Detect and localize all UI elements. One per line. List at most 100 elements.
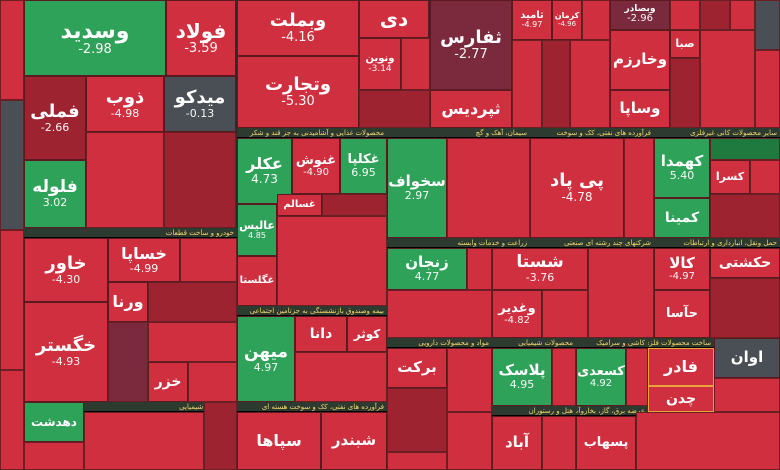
tile-small[interactable] (295, 352, 387, 402)
tile-vbmellat[interactable]: وبملت -4.16 (237, 0, 359, 56)
tile-shbandar[interactable]: شبندر (321, 412, 387, 470)
tile-small[interactable] (700, 30, 755, 128)
tile-small[interactable] (277, 216, 387, 306)
tile-small[interactable] (512, 40, 542, 128)
tile-foolad[interactable]: فولاد -3.59 (166, 0, 236, 76)
tile-small[interactable] (755, 0, 780, 50)
tile-vghadir[interactable]: وغدیر -4.82 (492, 290, 542, 338)
tile-kowsar[interactable]: کوثر (347, 316, 387, 352)
tile-small[interactable] (387, 388, 447, 452)
tile-small[interactable] (624, 138, 654, 238)
tile-spardis[interactable]: ثپردیس (430, 90, 512, 128)
tile-kerman[interactable]: کرمان -4.96 (552, 0, 582, 40)
tile-small[interactable] (180, 238, 237, 282)
tile-vkharazm[interactable]: وخارزم (610, 30, 670, 90)
tile-small[interactable] (84, 412, 204, 470)
tile-small[interactable] (730, 0, 755, 30)
tile-edge[interactable] (0, 0, 24, 100)
tile-small[interactable] (542, 290, 588, 338)
tile-di[interactable]: دی (359, 0, 429, 38)
tile-chadan[interactable]: چدن (648, 386, 714, 412)
tile-small[interactable] (387, 452, 447, 470)
tile-small[interactable] (700, 0, 730, 30)
tile-small[interactable] (447, 348, 492, 412)
tile-small[interactable] (542, 416, 576, 470)
tile-sepaha[interactable]: سپاها (237, 412, 321, 470)
tile-small[interactable] (188, 362, 237, 402)
tile-zanjan[interactable]: زنجان 4.77 (387, 248, 467, 290)
tile-ksadi[interactable]: کسعدی 4.92 (576, 348, 626, 406)
tile-samid[interactable]: ثامید -4.97 (512, 0, 552, 40)
tile-pipad[interactable]: پی پاد -4.78 (530, 138, 624, 238)
tile-small[interactable] (164, 132, 236, 228)
tile-abad[interactable]: آباد (492, 416, 542, 470)
tile-ghakalar[interactable]: عکلر 4.73 (237, 138, 292, 204)
tile-ghgolesta[interactable]: غگلستا (237, 256, 277, 306)
tile-small[interactable] (755, 50, 780, 128)
tile-small[interactable] (467, 248, 492, 290)
tile-mihan[interactable]: میهن 4.97 (237, 316, 295, 402)
tile-small[interactable] (447, 138, 530, 238)
tile-khsapa[interactable]: خساپا -4.99 (108, 238, 180, 282)
tile-ghsalem[interactable]: غسالم (277, 194, 322, 216)
tile-khazar[interactable]: خزر (148, 362, 188, 402)
tile-small[interactable] (552, 348, 576, 406)
tile-barkat[interactable]: برکت (387, 348, 447, 388)
tile-kahamda[interactable]: کهمدا 5.40 (654, 138, 710, 198)
tile-small[interactable] (322, 194, 387, 216)
tile-small[interactable] (750, 160, 780, 194)
tile-small[interactable] (636, 412, 780, 470)
tile-skhavaf[interactable]: سخواف 2.97 (387, 138, 447, 238)
tile-sfars[interactable]: ثفارس -2.77 (430, 0, 512, 90)
tile-hasa[interactable]: حآسا (654, 290, 710, 338)
tile-small[interactable] (447, 412, 492, 470)
tile-dehdasht[interactable]: دهدشت (24, 402, 84, 442)
tile-dana[interactable]: دانا (295, 316, 347, 352)
tile-small[interactable] (670, 58, 700, 128)
tile-vsapa[interactable]: وساپا (610, 90, 670, 128)
tile-vbsader[interactable]: وبصادر -2.96 (610, 0, 670, 30)
tile-vnovin[interactable]: ونوین -3.14 (359, 38, 401, 90)
tile-alis[interactable]: عالیس 4.85 (237, 204, 277, 256)
tile-varna[interactable]: ورنا (108, 282, 148, 322)
tile-small[interactable] (710, 278, 780, 338)
tile-small[interactable] (542, 40, 570, 128)
tile-khgostar[interactable]: خگستر -4.93 (24, 302, 108, 402)
tile-ghnoosh[interactable]: غنوش -4.90 (292, 138, 340, 194)
tile-avan[interactable]: اوان (714, 338, 780, 378)
tile-kasra[interactable]: کسرا (710, 160, 750, 194)
tile-small[interactable] (148, 282, 237, 322)
tile-edge[interactable] (0, 370, 24, 470)
tile-small[interactable] (148, 322, 237, 362)
tile-small[interactable] (626, 348, 648, 406)
tile-psahab[interactable]: پسهاب (576, 416, 636, 470)
tile-folole[interactable]: فلوله 3.02 (24, 160, 86, 228)
tile-edge[interactable] (0, 100, 24, 230)
tile-small[interactable] (710, 194, 780, 238)
tile-midko[interactable]: میدکو -0.13 (164, 76, 236, 132)
tile-small[interactable] (582, 0, 610, 40)
tile-small[interactable] (24, 442, 84, 470)
tile-small[interactable] (670, 0, 700, 30)
tile-saba[interactable]: صبا (670, 30, 700, 58)
tile-fameli[interactable]: فملی -2.66 (24, 76, 86, 160)
tile-small[interactable] (387, 290, 492, 338)
tile-kala[interactable]: کالا -4.97 (654, 248, 710, 290)
tile-kamina[interactable]: کمینا (654, 198, 710, 238)
tile-small[interactable] (108, 322, 148, 402)
tile-small[interactable] (714, 378, 780, 412)
tile-zob[interactable]: ذوب -4.98 (86, 76, 164, 132)
tile-small[interactable] (359, 90, 430, 128)
tile-small[interactable] (204, 402, 237, 470)
tile-small[interactable] (570, 40, 610, 128)
tile-khavar[interactable]: خاور -4.30 (24, 238, 108, 302)
tile-small[interactable] (588, 248, 654, 338)
tile-vtejarat[interactable]: وتجارت -5.30 (237, 56, 359, 128)
tile-ghkolpa[interactable]: غکلپا 6.95 (340, 138, 387, 194)
tile-plask[interactable]: پلاسک 4.95 (492, 348, 552, 406)
tile-vsadid[interactable]: وسدید -2.98 (24, 0, 166, 76)
tile-small[interactable] (401, 38, 430, 90)
tile-edge[interactable] (0, 230, 24, 370)
tile-shasta[interactable]: شستا -3.76 (492, 248, 588, 290)
tile-fader[interactable]: فادر (648, 348, 714, 386)
